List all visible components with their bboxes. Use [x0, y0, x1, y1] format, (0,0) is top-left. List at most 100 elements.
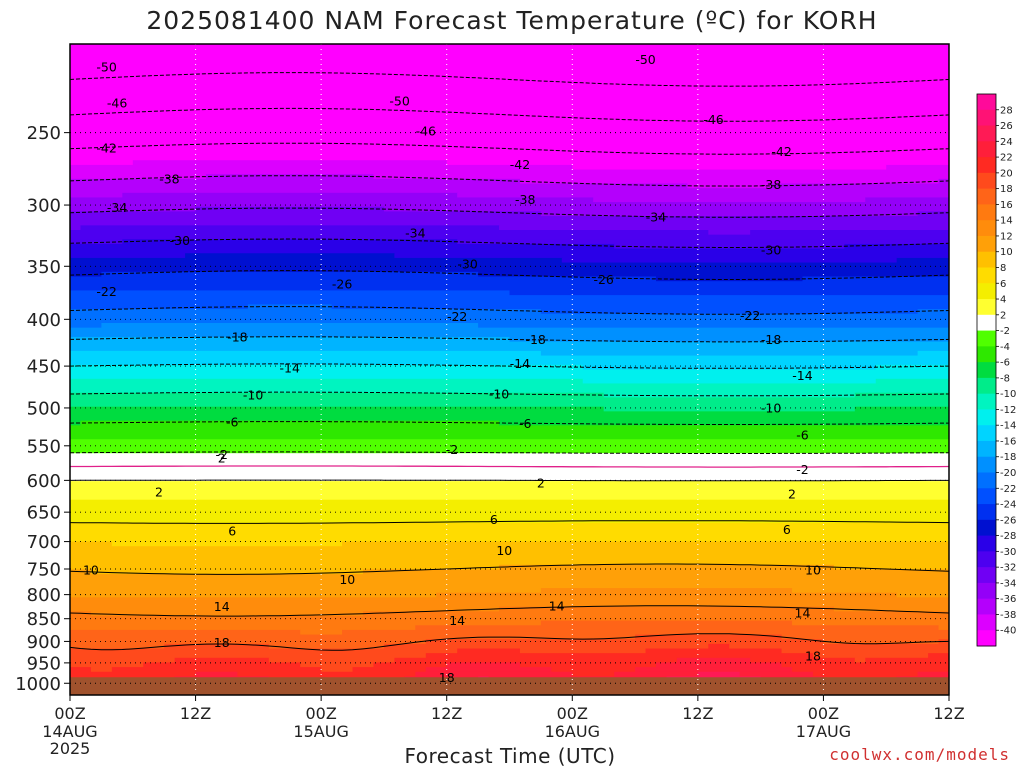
field-cell [394, 253, 949, 259]
field-cell [70, 62, 949, 68]
field-cell [70, 406, 605, 412]
field-cell [70, 467, 949, 473]
field-cell [425, 639, 825, 645]
field-cell [70, 597, 949, 603]
field-cell [373, 662, 448, 668]
field-cell [70, 485, 949, 491]
field-cell [875, 378, 949, 385]
colorbar-label: -4 [1000, 342, 1010, 353]
field-cell [572, 671, 615, 677]
field-cell [70, 132, 949, 138]
field-cell [70, 639, 427, 645]
source-credit[interactable]: coolwx.com/models [829, 745, 1010, 764]
field-cell [425, 653, 814, 659]
field-cell [854, 392, 949, 398]
field-cell [938, 625, 949, 631]
contour-label: 6 [490, 512, 498, 527]
field-cell [70, 509, 949, 515]
field-cell [70, 653, 427, 659]
field-cell [70, 48, 949, 54]
field-cell [928, 653, 949, 659]
field-cell [561, 257, 898, 264]
field-cell [70, 578, 949, 584]
below-ground-area [70, 677, 949, 695]
contour-label: -10 [243, 388, 263, 403]
field-cell [268, 657, 395, 664]
contour-label: -14 [280, 360, 300, 375]
field-cell [519, 178, 940, 185]
field-cell [363, 611, 949, 617]
field-cell [70, 439, 949, 445]
field-cell [70, 634, 636, 640]
field-cell [833, 564, 949, 571]
x-tick-label: 12Z [180, 704, 211, 723]
field-cell [70, 81, 949, 87]
field-cell [833, 606, 949, 612]
contour-label: -6 [519, 416, 532, 431]
field-cell [70, 429, 949, 436]
field-cell [195, 671, 239, 677]
field-cell [70, 248, 949, 254]
colorbar-label: 14 [1000, 216, 1013, 227]
contour-label: -18 [227, 329, 247, 344]
field-cell [70, 336, 511, 343]
field-cell [70, 541, 113, 547]
contour-label: 2 [155, 485, 163, 500]
field-cell [70, 230, 709, 236]
field-cell [812, 653, 929, 659]
field-cell [938, 178, 949, 185]
contour-label: -10 [489, 387, 509, 402]
field-cell [697, 671, 741, 677]
field-cell [70, 550, 949, 557]
field-cell [729, 643, 949, 650]
colorbar-swatch [977, 188, 996, 205]
field-cell [70, 643, 165, 650]
contour-label: -30 [761, 243, 781, 258]
colorbar-swatch [977, 314, 996, 332]
field-cell [70, 318, 949, 324]
field-cell [394, 657, 678, 664]
colorbar-label: -14 [1000, 421, 1016, 432]
contour-label: -34 [107, 200, 127, 215]
contour-label: -42 [771, 144, 791, 159]
field-cell [781, 662, 949, 668]
field-cell [70, 448, 949, 454]
contour-label: -50 [635, 52, 655, 67]
field-cell [70, 220, 949, 226]
field-cell [70, 257, 563, 264]
field-cell [70, 620, 542, 626]
field-cell [70, 615, 949, 622]
field-cell [917, 350, 949, 357]
contour-label: -50 [96, 60, 116, 75]
field-cell [509, 290, 949, 296]
y-tick-label: 450 [27, 357, 61, 378]
field-cell [70, 602, 949, 608]
contour-label: -18 [525, 332, 545, 347]
field-cell [614, 671, 699, 677]
colorbar-label: 28 [1000, 105, 1013, 116]
x-tick-date-label: 14AUG [42, 722, 97, 741]
field-cell [792, 588, 949, 594]
contour-label: 18 [439, 670, 455, 685]
field-cell [70, 350, 542, 357]
y-tick-label: 900 [27, 632, 61, 653]
field-cell [875, 364, 949, 371]
contour-label: -46 [107, 95, 127, 110]
field-cell [70, 374, 949, 380]
field-cell [70, 253, 186, 259]
field-cell [436, 592, 898, 598]
colorbar-label: -26 [1000, 515, 1016, 526]
field-cell [70, 476, 949, 482]
field-cell [70, 346, 949, 352]
colorbar-swatch [977, 440, 996, 458]
isotherm-line [70, 605, 949, 617]
field-cell [478, 323, 949, 329]
field-cell [750, 657, 856, 664]
field-cell [70, 313, 949, 319]
field-cell [896, 257, 949, 264]
colorbar-swatch [977, 109, 996, 127]
field-cell [656, 276, 804, 282]
field-cell [111, 541, 343, 547]
field-cell [101, 271, 479, 278]
colorbar-label: -10 [1000, 389, 1016, 400]
